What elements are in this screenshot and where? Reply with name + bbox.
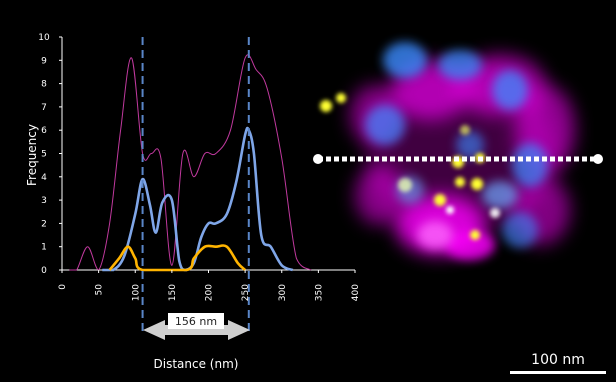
y-tick-label: 2 — [41, 219, 47, 229]
fluorescence-spot — [456, 131, 484, 159]
fluorescence-spot — [383, 42, 427, 78]
fluorescence-spot — [398, 178, 412, 192]
fluorescence-spot — [446, 206, 454, 214]
x-axis-title: Distance (nm) — [154, 357, 239, 371]
y-tick-label: 10 — [38, 33, 50, 43]
fluorescence-spot — [438, 50, 482, 80]
y-tick-label: 4 — [41, 173, 47, 183]
y-tick-label: 6 — [41, 126, 47, 136]
distance-annotation: 156 nm — [143, 313, 250, 340]
annotation-label: 156 nm — [175, 315, 217, 328]
fluorescence-spot — [470, 230, 480, 240]
fluorescence-spot — [455, 177, 465, 187]
fluorescence-spot — [365, 105, 405, 145]
y-tick-label: 8 — [41, 80, 47, 90]
series-line-0 — [69, 54, 312, 271]
fluorescence-spot — [512, 143, 548, 187]
microscopy-image — [320, 42, 575, 260]
fluorescence-spot — [490, 208, 500, 218]
arrow-right-head — [228, 320, 250, 340]
fluorescence-spot — [355, 165, 405, 225]
x-tick-label: 200 — [205, 284, 215, 301]
x-tick-label: 350 — [314, 284, 324, 301]
arrow-left-head — [143, 320, 165, 340]
y-tick-label: 5 — [41, 150, 47, 160]
x-tick-label: 400 — [351, 284, 361, 301]
annotation-label-bg — [168, 313, 224, 329]
fluorescence-spot — [502, 212, 538, 248]
fluorescence-spot — [492, 70, 528, 110]
profile-start-dot — [313, 154, 323, 164]
series-line-1 — [102, 126, 294, 272]
y-tick-label: 7 — [41, 103, 47, 113]
x-tick-label: 250 — [241, 284, 251, 301]
fluorescence-spot — [445, 230, 495, 260]
fluorescence-spot — [320, 100, 332, 112]
x-tick-label: 100 — [131, 284, 141, 301]
chart-series — [69, 54, 312, 272]
scale-bar: 100 nm — [510, 352, 606, 374]
reference-lines — [141, 37, 250, 332]
x-tick-label: 150 — [168, 284, 178, 301]
y-tick-label: 1 — [41, 243, 47, 253]
profile-end-dot — [593, 154, 603, 164]
y-tick-label: 3 — [41, 196, 47, 206]
fluorescence-spot — [336, 93, 346, 103]
line-profile-marker — [313, 154, 603, 164]
fluorescence-spot — [482, 181, 518, 209]
fluorescence-spot — [417, 221, 453, 249]
fluorescence-spot — [471, 178, 483, 190]
fluorescence-spot — [434, 194, 446, 206]
fluorescence-spot — [460, 125, 470, 135]
x-tick-label: 50 — [95, 284, 105, 296]
y-tick-label: 0 — [41, 266, 47, 276]
y-tick-label: 9 — [41, 56, 47, 66]
x-tick-label: 0 — [58, 284, 68, 290]
series-line-2 — [108, 244, 247, 272]
y-axis-title: Frequency — [25, 124, 39, 186]
scale-bar-line — [510, 371, 606, 374]
scale-bar-label: 100 nm — [531, 352, 585, 368]
arrow-shaft — [164, 325, 229, 335]
x-tick-label: 300 — [278, 284, 288, 301]
